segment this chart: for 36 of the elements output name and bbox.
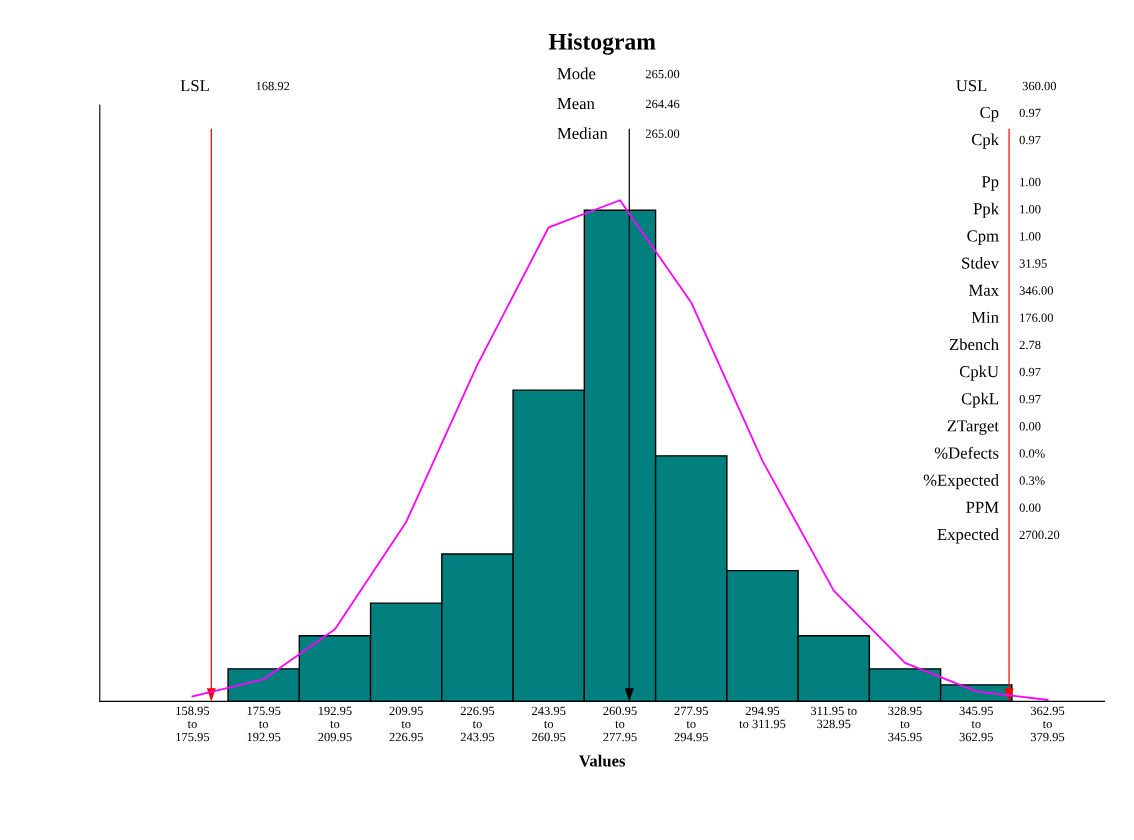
x-tick-label: 192.95 to 209.95 <box>318 706 352 742</box>
text: LSL 168.92 <box>180 80 290 92</box>
text: Cpm 1.00 <box>967 230 1041 245</box>
text: Zbench 2.78 <box>949 338 1041 351</box>
chart-title: Histogram <box>548 33 656 55</box>
text: %Expected 0.3% <box>923 474 1045 490</box>
x-axis-title: Values <box>579 754 626 767</box>
text: ZTarget 0.00 <box>947 420 1041 435</box>
x-tick-label: 277.95 to 294.95 <box>674 706 708 742</box>
text: Cp 0.97 <box>980 106 1041 122</box>
x-tick-label: 226.95 to 243.95 <box>460 706 495 742</box>
text: Ppk 1.00 <box>973 202 1041 218</box>
text: PPM 0.00 <box>966 501 1041 513</box>
text: %Defects 0.0% <box>934 446 1045 459</box>
text: Mean 264.46 <box>557 98 680 110</box>
text: Max 346.00 <box>968 284 1054 296</box>
x-tick-label: 243.95 to 260.95 <box>532 706 566 742</box>
x-tick-label: 345.95 to 362.95 <box>959 706 993 742</box>
x-tick-label: 294.95 to 311.95 <box>739 706 786 729</box>
text: Mode 265.00 <box>557 67 680 80</box>
text: CpkL 0.97 <box>961 392 1041 408</box>
x-tick-label: 209.95 to 226.95 <box>389 706 423 742</box>
text: Pp 1.00 <box>981 176 1041 191</box>
text: Min 176.00 <box>971 311 1054 323</box>
x-tick-label: 328.95 to 345.95 <box>888 706 922 742</box>
text: USL 360.00 <box>956 80 1057 92</box>
text: Cpk 0.97 <box>971 133 1041 149</box>
text: Expected 2700.20 <box>937 528 1060 544</box>
x-tick-label: 311.95 to 328.95 <box>810 706 857 729</box>
x-tick-label: 158.95 to 175.95 <box>176 706 210 742</box>
x-tick-label: 260.95 to 277.95 <box>603 706 637 742</box>
x-tick-label: 175.95 to 192.95 <box>247 706 281 742</box>
x-tick-label: 362.95 to 379.95 <box>1030 706 1065 742</box>
text: Stdev 31.95 <box>962 256 1047 269</box>
text: Median 265.00 <box>557 127 680 139</box>
text: CpkU 0.97 <box>959 365 1041 381</box>
